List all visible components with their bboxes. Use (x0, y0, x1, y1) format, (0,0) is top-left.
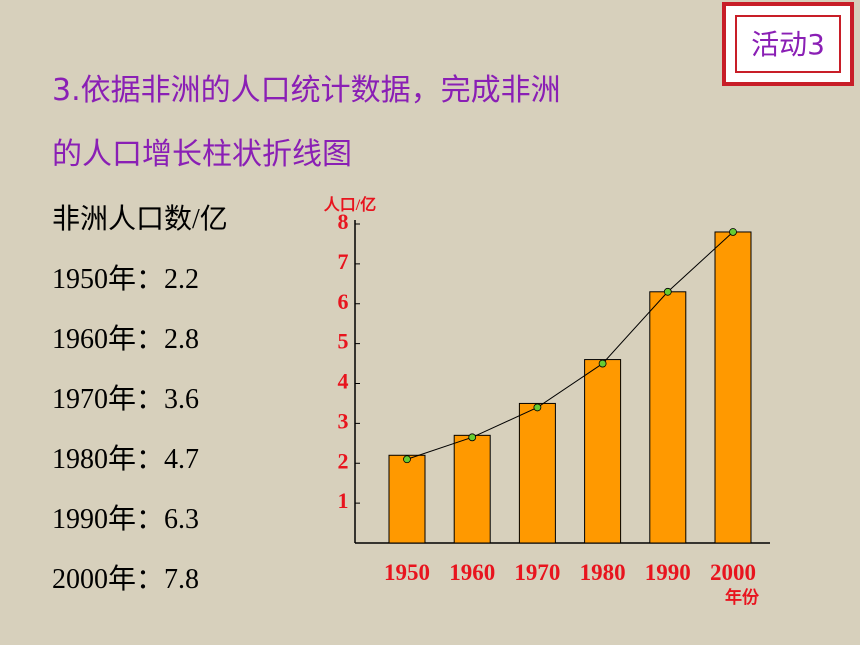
heading-line: 3.依据非洲的人口统计数据，完成非洲 (52, 73, 561, 108)
line (406, 231, 734, 460)
data-list-item: 1950年：2.2 (52, 263, 199, 295)
y-tick-label: 7 (338, 249, 349, 274)
x-tick-label: 2000 (710, 560, 756, 585)
data-list-item: 非洲人口数/亿 (52, 203, 228, 235)
bar (518, 402, 556, 544)
line-marker (729, 228, 737, 236)
bar (714, 231, 752, 544)
data-list-item: 1980年：4.7 (52, 443, 199, 475)
y-tick-label: 6 (338, 289, 349, 314)
data-list-item: 1990年：6.3 (52, 503, 199, 535)
line-marker (403, 455, 411, 464)
data-list-item: 1970年：3.6 (52, 383, 199, 415)
chart: 1 2 3 4 5 6 7 8人口/亿年份 1950 1960 1970 1980 1990 2000 (324, 195, 770, 607)
bar (649, 291, 687, 544)
bar (388, 454, 426, 544)
x-tick-label: 1980 (580, 560, 626, 585)
data-list-item: 2000年：7.8 (52, 563, 199, 595)
line-marker (468, 433, 477, 442)
y-axis-label: 人口/亿 (324, 195, 376, 214)
badge-text: 活动3 (751, 28, 825, 61)
x-tick-label: 1990 (645, 560, 691, 585)
y-tick-label: 5 (338, 329, 349, 354)
badge: 活动3 (722, 2, 854, 86)
line-marker (598, 359, 607, 368)
x-tick-label: 1950 (384, 560, 430, 585)
y-tick-label: 1 (338, 488, 349, 513)
y-tick-label: 4 (338, 369, 349, 394)
bar (453, 434, 491, 544)
x-tick-label: 1960 (449, 560, 495, 585)
data-list-item: 1960年：2.8 (52, 323, 199, 355)
data-list: 非洲人口数/亿 1950年：2.2 1960年：2.8 1970年：3.6 1980年：… (52, 203, 228, 595)
y-tick-label: 3 (338, 408, 349, 433)
y-tick-label: 8 (338, 209, 349, 234)
x-axis-label: 年份 (725, 587, 760, 607)
heading-line: 的人口增长柱状折线图 (52, 137, 352, 172)
badge-inner (735, 15, 841, 73)
x-tick-label: 1970 (514, 560, 560, 585)
y-tick-label: 2 (338, 448, 349, 473)
line-marker (663, 287, 672, 296)
bar (584, 359, 622, 544)
line-marker (533, 403, 542, 412)
